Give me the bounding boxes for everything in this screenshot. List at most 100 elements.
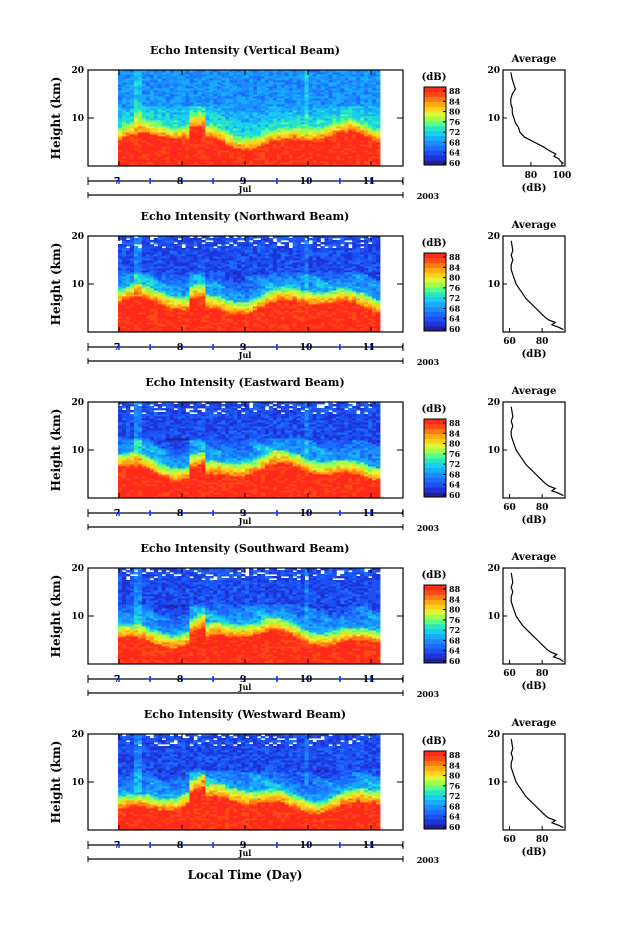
heatmap-cell [264,120,270,123]
heatmap-cell [205,122,210,125]
heatmap-cell [237,82,242,85]
heatmap-cell [209,90,214,93]
heatmap-cell [324,152,329,155]
heatmap-cell [252,136,258,139]
heatmap-cell [245,122,250,125]
heatmap-cell [340,138,345,141]
heatmap-cell [288,106,294,109]
heatmap-cell [340,108,345,111]
heatmap-cell [121,158,127,161]
heatmap-cell [213,100,218,103]
heatmap-cell [161,162,167,165]
heatmap-cell [225,88,230,91]
heatmap-cell [209,136,214,139]
heatmap-cell [237,154,242,157]
heatmap-cell [360,78,365,81]
heatmap-cell [256,132,262,135]
heatmap-cell [133,108,139,111]
heatmap-cell [360,76,365,79]
heatmap-cell [225,84,230,87]
heatmap-cell [133,74,139,77]
heatmap-cell [360,90,365,93]
heatmap-cell [372,132,377,135]
heatmap-cell [328,92,333,95]
heatmap-cell [137,136,143,139]
heatmap-cell [276,142,282,145]
heatmap-cell [336,110,341,113]
heatmap-cell [229,86,234,89]
heatmap-cell [312,126,317,129]
heatmap-cell [280,134,286,137]
heatmap-cell [118,128,123,131]
heatmap-cell [272,106,278,109]
heatmap-cell [189,114,194,117]
heatmap-cell [137,152,143,155]
heatmap-cell [288,146,294,149]
heatmap-cell [260,108,266,111]
heatmap-cell [185,92,190,95]
heatmap-cell [245,150,250,153]
heatmap-cell [141,92,147,95]
heatmap-cell [372,136,377,139]
heatmap-cell [324,118,329,121]
heatmap-cell [193,118,198,121]
heatmap-cell [264,90,270,93]
heatmap-cell [284,162,290,165]
heatmap-cell [304,104,309,107]
heatmap-cell [332,110,337,113]
heatmap-cell [288,94,294,97]
heatmap-cell [256,136,262,139]
heatmap-cell [304,90,309,93]
heatmap-cell [233,120,238,123]
heatmap-cell [189,142,194,145]
heatmap-cell [209,92,214,95]
heatmap-cell [118,134,123,137]
heatmap-cell [292,116,298,119]
heatmap-cell [205,88,210,91]
heatmap-cell [344,126,349,129]
heatmap-cell [296,88,302,91]
heatmap-cell [173,86,178,89]
heatmap-cell [304,94,309,97]
heatmap-cell [360,134,365,137]
heatmap-cell [316,90,321,93]
heatmap-cell [121,94,127,97]
heatmap-cell [312,162,317,165]
heatmap-cell [332,140,337,143]
heatmap-cell [233,80,238,83]
heatmap-cell [125,124,131,127]
heatmap-cell [336,78,341,81]
heatmap-cell [252,92,258,95]
heatmap-cell [165,112,171,115]
heatmap-cell [356,82,361,85]
heatmap-cell [324,124,329,127]
heatmap-cell [121,162,127,165]
heatmap-cell [260,76,266,79]
heatmap-cell [252,134,258,137]
heatmap-cell [201,140,206,143]
heatmap-cell [272,116,278,119]
heatmap-cell [129,164,135,167]
heatmap-cell [177,140,182,143]
heatmap-cell [312,88,317,91]
heatmap-cell [328,84,333,87]
heatmap-cell [344,148,349,151]
heatmap-cell [372,102,377,105]
heatmap-cell [288,132,294,135]
heatmap-cell [284,148,290,151]
heatmap-cell [165,120,171,123]
heatmap-cell [149,86,155,89]
heatmap-cell [157,122,163,125]
heatmap-cell [233,82,238,85]
heatmap-cell [133,96,139,99]
heatmap-cell [328,100,333,103]
heatmap-cell [169,148,174,151]
heatmap-cell [153,118,159,121]
heatmap-cell [340,114,345,117]
echo-panel: Echo Intensity (Northward Beam)2010Heigh… [49,210,404,333]
heatmap-cell [368,152,373,155]
heatmap-cell [125,132,131,135]
heatmap-cell [209,160,214,163]
heatmap-cell [169,158,174,161]
heatmap-cell [348,152,353,155]
